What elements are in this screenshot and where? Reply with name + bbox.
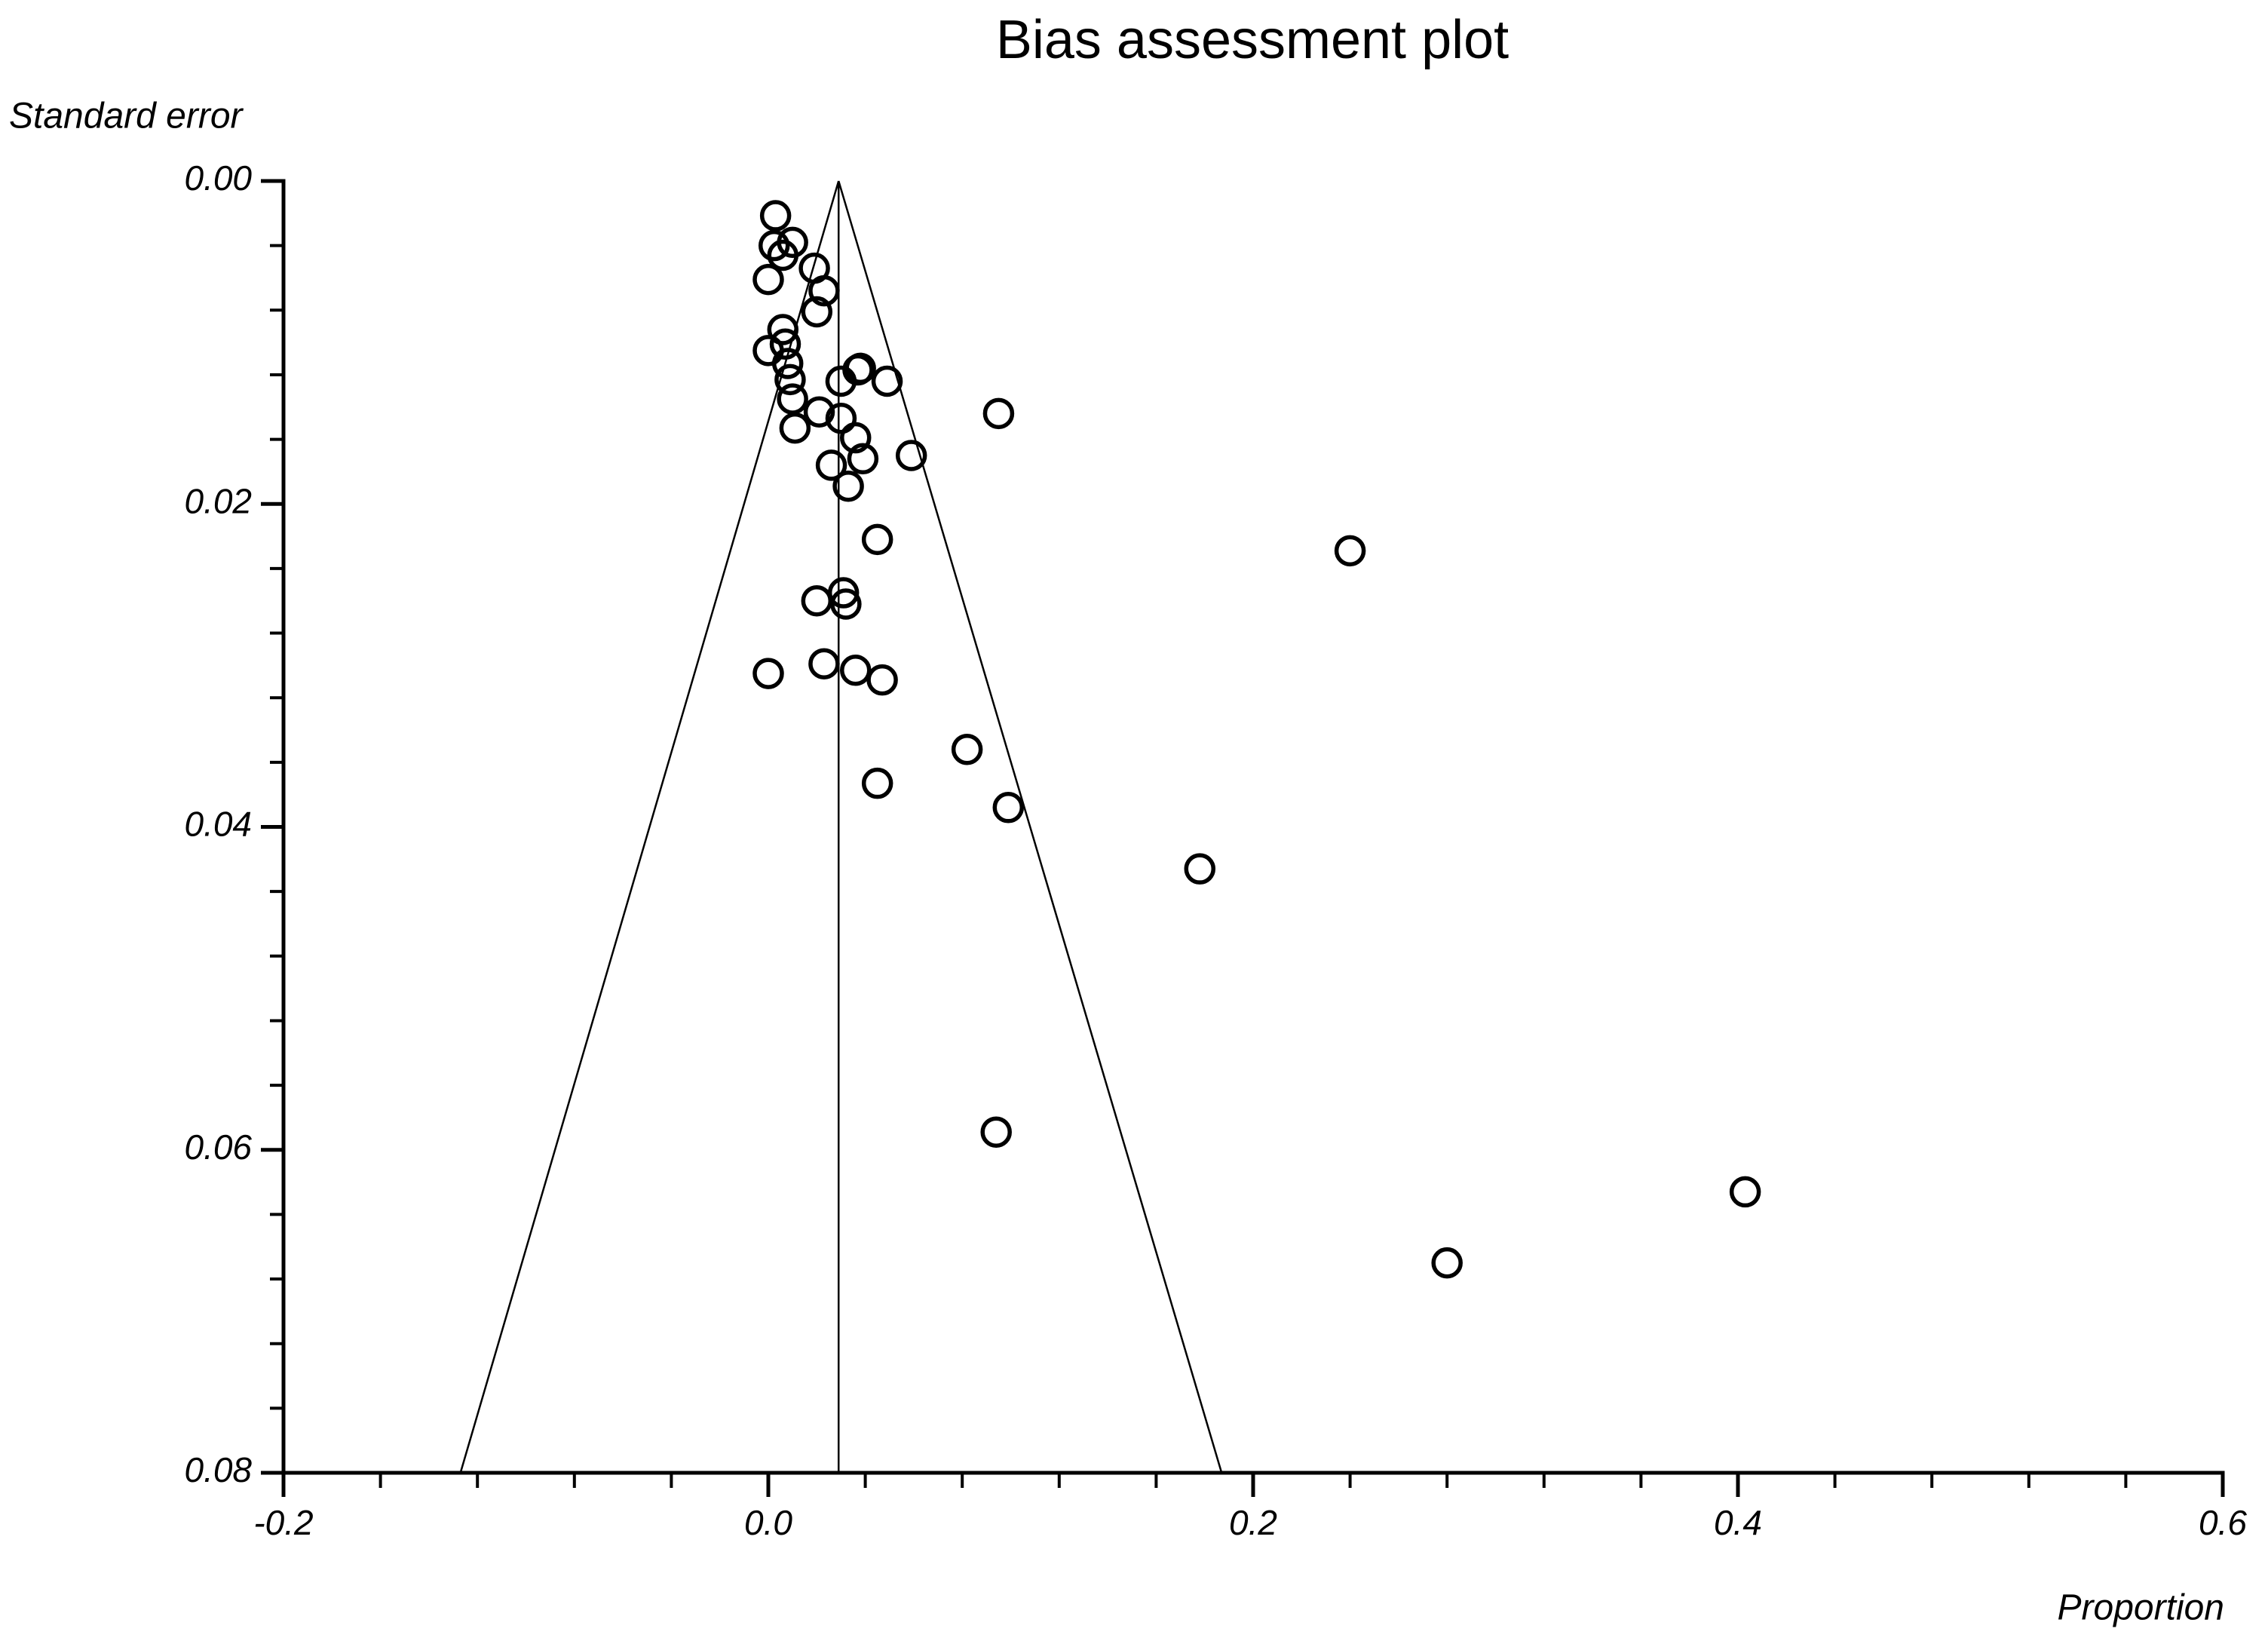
study-point xyxy=(1184,853,1216,885)
study-point xyxy=(1729,1176,1761,1208)
study-point xyxy=(847,443,879,475)
funnel-limit xyxy=(459,180,840,1474)
study-point xyxy=(844,352,876,385)
study-point xyxy=(801,296,833,328)
y-tick-label: 0.08 xyxy=(184,1450,252,1489)
study-point xyxy=(839,422,872,454)
study-point xyxy=(777,383,808,415)
y-tick-label: 0.00 xyxy=(184,158,252,198)
study-point xyxy=(866,664,898,696)
study-point xyxy=(982,397,1015,430)
study-point xyxy=(808,648,840,679)
study-point xyxy=(839,655,872,686)
study-point xyxy=(779,412,811,444)
study-point xyxy=(759,200,792,232)
y-tick-label: 0.04 xyxy=(184,805,252,844)
y-tick-label: 0.06 xyxy=(184,1127,252,1167)
study-point xyxy=(1431,1247,1463,1279)
x-axis-label: Proportion xyxy=(2058,1588,2224,1628)
x-tick-label: -0.2 xyxy=(253,1503,313,1542)
funnel-limit xyxy=(838,180,1223,1474)
study-point xyxy=(777,226,808,259)
x-tick-label: 0.4 xyxy=(1714,1503,1762,1542)
study-point xyxy=(895,440,927,471)
study-point xyxy=(861,523,893,556)
study-point xyxy=(830,588,862,620)
study-point xyxy=(771,348,804,379)
study-point xyxy=(803,396,835,428)
x-tick-label: 0.2 xyxy=(1229,1503,1277,1542)
study-point xyxy=(980,1116,1012,1148)
study-point xyxy=(951,733,983,765)
y-tick-label: 0.02 xyxy=(184,481,252,520)
study-point xyxy=(861,767,893,799)
study-point xyxy=(992,792,1025,824)
study-point xyxy=(832,470,864,502)
study-point xyxy=(774,363,806,396)
study-point xyxy=(808,274,840,307)
study-point xyxy=(758,229,790,262)
study-point xyxy=(825,403,857,434)
study-point xyxy=(767,314,799,345)
study-point xyxy=(752,335,784,367)
study-point xyxy=(871,365,903,397)
x-tick-label: 0.0 xyxy=(744,1503,792,1542)
study-point xyxy=(815,449,847,481)
study-point xyxy=(1334,535,1366,567)
x-tick-label: 0.6 xyxy=(2199,1503,2247,1542)
y-axis-label: Standard error xyxy=(9,97,244,136)
study-point xyxy=(769,328,801,360)
study-point xyxy=(752,263,784,296)
study-point xyxy=(752,658,784,689)
chart-title: Bias assessment plot xyxy=(996,10,1509,70)
study-point xyxy=(801,584,833,617)
